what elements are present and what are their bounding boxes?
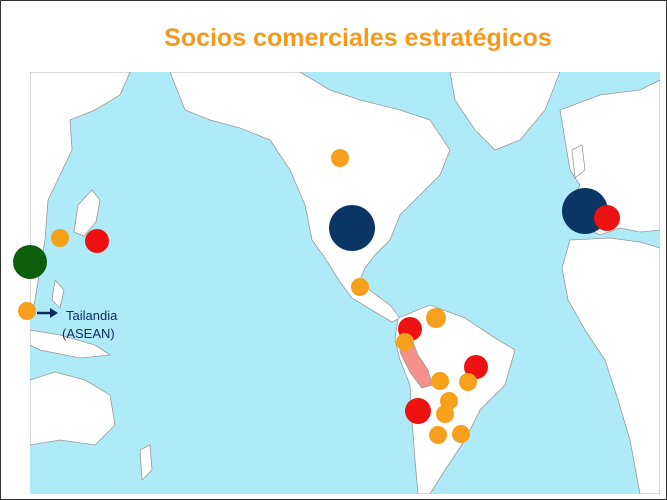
marker <box>329 205 375 251</box>
marker <box>13 245 47 279</box>
marker <box>18 302 36 320</box>
new-zealand <box>139 444 153 481</box>
marker <box>85 229 109 253</box>
marker <box>594 205 620 231</box>
marker <box>436 405 454 423</box>
japan <box>73 189 101 237</box>
marker <box>431 372 449 390</box>
map <box>30 72 660 494</box>
philippines <box>51 279 65 309</box>
greenland <box>449 72 561 151</box>
north-america <box>169 72 451 323</box>
marker <box>459 373 477 391</box>
marker <box>51 229 69 247</box>
uk <box>571 144 586 179</box>
asia <box>30 72 131 321</box>
marker <box>426 308 446 328</box>
annotation-name: Tailandia <box>66 308 118 323</box>
africa <box>561 237 660 494</box>
indonesia <box>30 329 112 359</box>
annotation-group: (ASEAN) <box>62 326 115 341</box>
marker <box>351 278 369 296</box>
marker <box>331 149 349 167</box>
arrow-head <box>50 308 58 318</box>
australia <box>30 371 116 446</box>
marker <box>429 426 447 444</box>
markers <box>13 149 620 444</box>
slide-title: Socios comerciales estratégicos <box>164 24 552 52</box>
marker <box>452 425 470 443</box>
marker <box>405 398 431 424</box>
marker <box>396 333 414 351</box>
marker <box>464 355 488 379</box>
